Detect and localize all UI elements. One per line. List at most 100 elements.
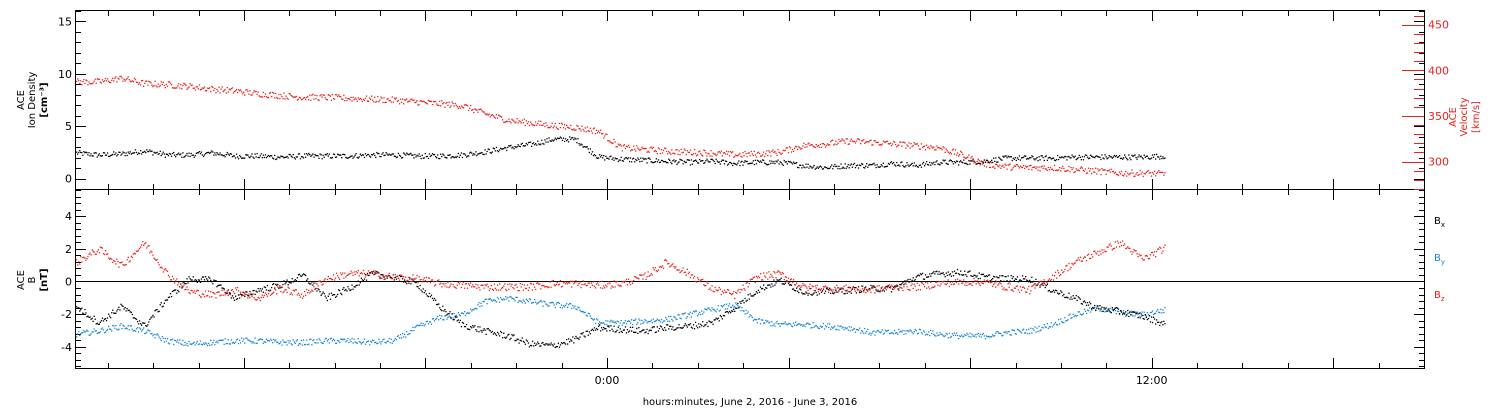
data-point (241, 295, 243, 297)
data-point (649, 320, 651, 323)
data-point (906, 330, 908, 332)
data-point (315, 287, 317, 290)
data-point (252, 293, 254, 295)
data-point (424, 290, 426, 292)
data-point (920, 273, 923, 276)
data-point (1144, 314, 1146, 316)
data-point (437, 315, 439, 318)
data-point (456, 320, 458, 322)
data-point (673, 329, 675, 331)
data-point (1150, 316, 1153, 318)
data-point (357, 338, 359, 340)
data-point (130, 153, 132, 155)
data-point (276, 293, 278, 295)
data-point (1113, 154, 1115, 157)
data-point (520, 340, 522, 342)
data-point (1060, 290, 1062, 292)
data-point (548, 126, 550, 129)
data-point (251, 153, 253, 155)
data-point (308, 282, 310, 284)
data-point (943, 274, 945, 276)
data-point (592, 155, 595, 157)
data-point (392, 340, 394, 343)
data-point (471, 286, 473, 288)
data-point (675, 160, 677, 162)
data-point (515, 121, 517, 123)
data-point (210, 339, 212, 341)
data-point (748, 163, 750, 165)
data-point (524, 343, 526, 345)
data-point (805, 144, 807, 146)
data-point (1097, 156, 1099, 158)
data-point (1011, 168, 1013, 170)
data-point (883, 290, 885, 292)
data-point (970, 157, 972, 159)
data-point (1144, 173, 1146, 175)
data-point (759, 323, 762, 325)
data-point (417, 286, 419, 288)
data-point (276, 341, 278, 343)
data-point (632, 149, 634, 151)
data-point (125, 263, 127, 266)
data-point (223, 288, 225, 290)
data-point (587, 312, 589, 314)
data-point (79, 310, 81, 312)
data-point (254, 293, 256, 295)
data-point (1064, 317, 1066, 319)
data-point (410, 283, 412, 285)
data-point (821, 143, 824, 145)
data-point (738, 154, 740, 156)
data-point (661, 328, 664, 330)
data-point (418, 276, 420, 278)
data-point (177, 339, 179, 341)
data-point (741, 160, 743, 162)
data-point (1065, 296, 1067, 299)
data-point (507, 334, 509, 336)
data-point (967, 271, 969, 273)
data-point (880, 331, 882, 333)
data-point (974, 274, 976, 277)
data-point (198, 343, 201, 345)
data-point (578, 307, 580, 309)
data-point (923, 165, 926, 167)
data-point (563, 281, 566, 283)
data-point (934, 273, 936, 275)
data-point (1115, 313, 1118, 315)
data-point (376, 151, 378, 154)
velocity-tick-label: 450 (1428, 19, 1449, 32)
data-point (316, 95, 318, 97)
data-point (1163, 320, 1165, 322)
bottom-left-axis-tick-label: -4 (61, 341, 72, 354)
data-point (1110, 168, 1112, 170)
data-point (490, 299, 492, 301)
data-point (556, 137, 558, 139)
data-point (269, 338, 272, 340)
data-point (138, 152, 141, 155)
data-point (237, 89, 240, 91)
data-point (301, 98, 304, 100)
data-point (222, 339, 224, 341)
data-point (403, 281, 405, 283)
data-point (345, 276, 347, 278)
data-point (124, 327, 126, 330)
data-point (387, 98, 389, 100)
data-point (879, 290, 881, 292)
data-point (89, 316, 91, 318)
data-point (483, 111, 485, 113)
data-point (704, 161, 706, 164)
data-point (937, 163, 939, 165)
data-point (758, 152, 761, 155)
data-point (1156, 153, 1158, 155)
data-point (373, 339, 375, 342)
data-point (963, 159, 965, 161)
data-point (871, 164, 873, 166)
data-point (952, 275, 955, 277)
data-point (118, 78, 120, 80)
data-point (202, 342, 205, 344)
data-point (207, 151, 209, 154)
data-point (196, 289, 198, 291)
data-point (157, 261, 159, 264)
data-point (970, 275, 972, 277)
data-point (1006, 157, 1008, 159)
data-point (180, 153, 182, 155)
